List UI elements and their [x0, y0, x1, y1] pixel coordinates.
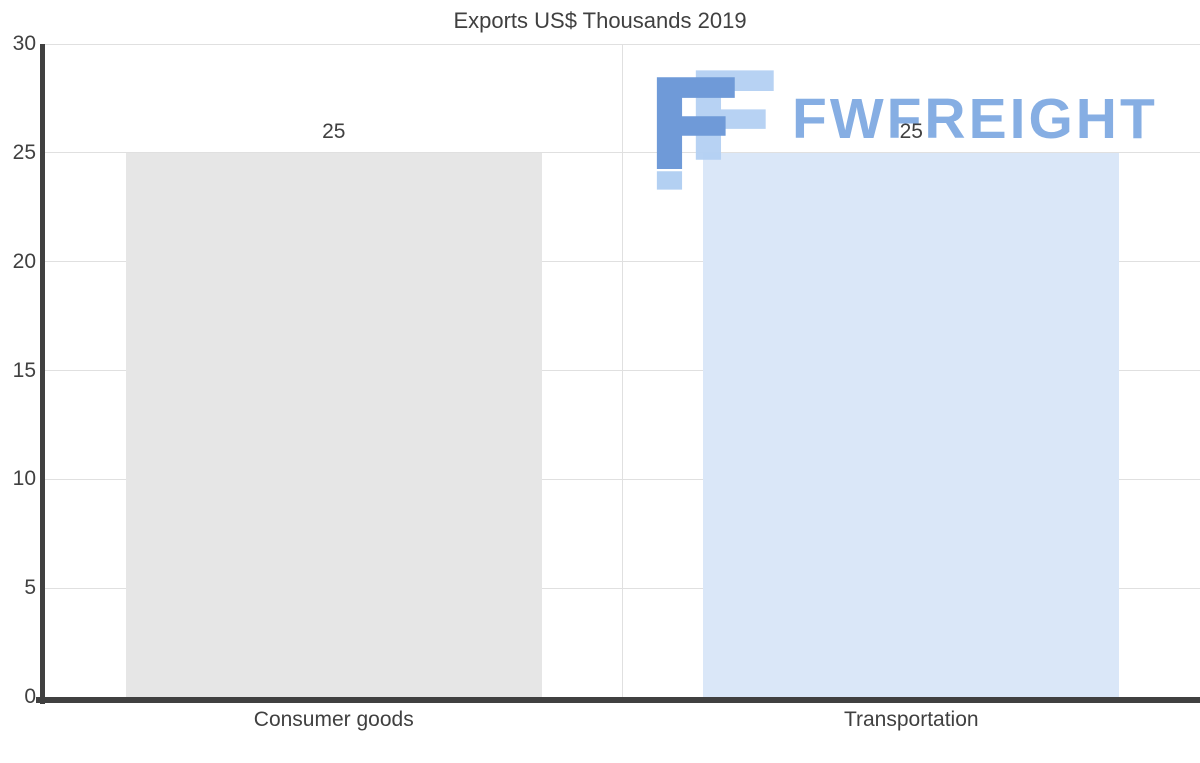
y-axis-line — [40, 44, 45, 704]
y-axis-tick-label: 0 — [24, 685, 36, 708]
y-axis-tick-label: 5 — [24, 576, 36, 600]
bar-value-label: 25 — [899, 119, 923, 143]
y-axis-tick-label: 25 — [12, 140, 36, 164]
bar-value-label: 25 — [322, 119, 346, 143]
y-axis-tick-label: 20 — [12, 249, 36, 273]
y-axis-tick-label: 10 — [12, 467, 36, 491]
fwfreight-logo-icon — [656, 70, 774, 190]
x-axis-line — [36, 697, 1200, 703]
fwfreight-logo-text: FWFREIGHT — [792, 87, 1158, 151]
y-axis-tick-label: 15 — [12, 358, 36, 382]
y-axis-tick-label: 30 — [12, 32, 36, 55]
x-axis-category-label: Transportation — [843, 708, 979, 731]
watermark: FWFREIGHT — [650, 70, 1158, 190]
x-axis-category-label: Consumer goods — [253, 708, 414, 731]
chart-title: Exports US$ Thousands 2019 — [453, 8, 747, 33]
